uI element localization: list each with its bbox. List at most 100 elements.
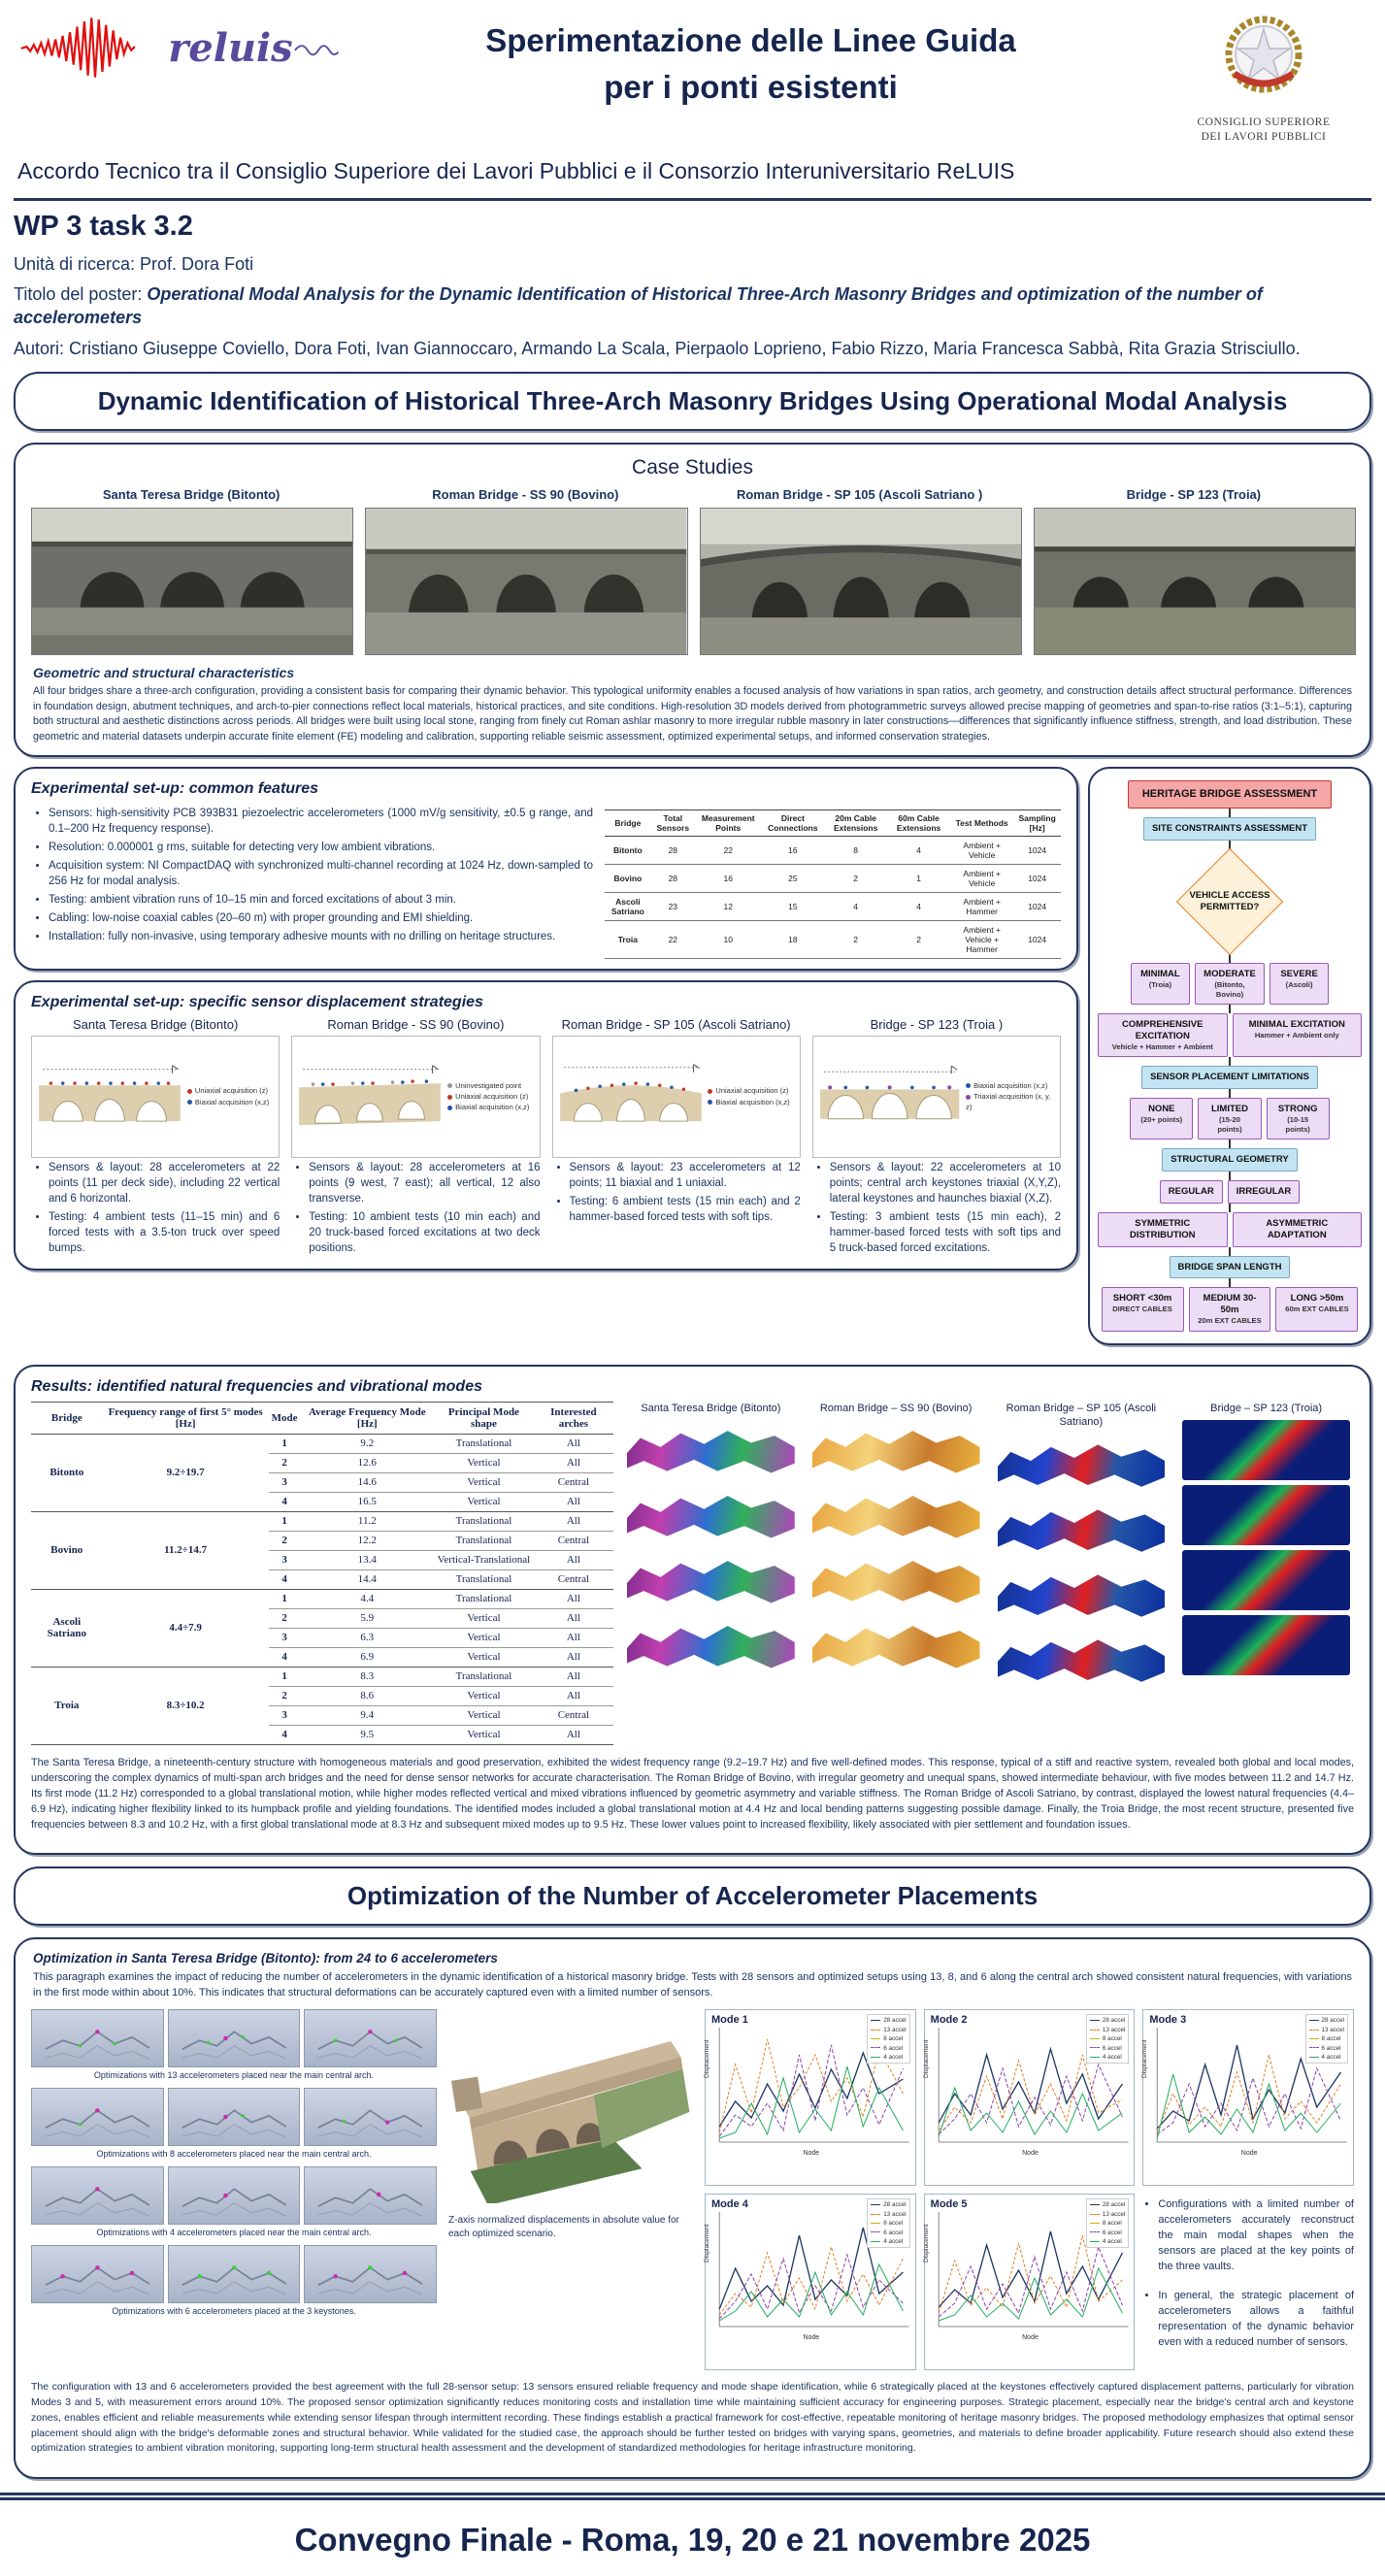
strategy-bullets: Sensors & layout: 28 accelerometers at 2… — [31, 1160, 280, 1257]
connector — [1229, 1246, 1231, 1256]
bridge-title: Roman Bridge - SS 90 (Bovino) — [432, 487, 619, 503]
cslp-emblem-icon — [1225, 16, 1303, 93]
chart-title: Mode 2 — [930, 2014, 968, 2027]
table-row: Bitonto 9.2÷19.7 1 9.2 Translational All — [31, 1434, 613, 1512]
mode-shape-thumb — [1182, 1614, 1350, 1675]
case-study-column: Bridge - SP 123 (Troia) — [1033, 487, 1356, 656]
model-figure-column: Z-axis normalized displacements in absol… — [448, 2009, 693, 2370]
thumb-caption: Optimizations with 6 accelerometers plac… — [112, 2306, 356, 2317]
strategy-column: Santa Teresa Bridge (Bitonto) Uniaxial a… — [31, 1017, 280, 1260]
table-row: Ascoli Satriano 4.4÷7.9 1 4.4 Translational A… — [31, 1589, 613, 1668]
mid-left-column: Experimental set-up: common features Sen… — [14, 766, 1078, 1355]
mode-shape-thumb — [811, 1626, 980, 1668]
mode-column-title: Santa Teresa Bridge (Bitonto) — [641, 1402, 781, 1414]
bullet-item: Sensors & layout: 28 accelerometers at 1… — [309, 1160, 540, 1206]
common-features-list: Sensors: high-sensitivity PCB 393B31 pie… — [31, 806, 593, 959]
bullet-item: Testing: 3 ambient tests (15 min each), … — [830, 1209, 1061, 1256]
optimization-thumbnails: Optimizations with 13 accelerometers pla… — [31, 2009, 438, 2370]
bridge-title: Roman Bridge - SP 105 (Ascoli Satriano ) — [736, 487, 983, 503]
chart-title: Mode 1 — [711, 2014, 748, 2027]
sensor-layout-diagram: Uninvestigated point Uniaxial acquisitio… — [291, 1035, 541, 1158]
case-studies-box: Case Studies Santa Teresa Bridge (Bitont… — [14, 443, 1371, 757]
bridge-photo — [699, 508, 1022, 656]
wireframe-thumb — [304, 2009, 438, 2068]
table-row: 4 16.5 Vertical All — [31, 1492, 613, 1512]
table-row: 4 6.9 Vertical All — [31, 1647, 613, 1668]
diagram-legend: Uninvestigated point Uniaxial acquisitio… — [447, 1080, 529, 1113]
connector — [1229, 1005, 1231, 1014]
case-study-column: Roman Bridge - SS 90 (Bovino) — [365, 487, 688, 656]
mode-column-title: Roman Bridge – SS 90 (Bovino) — [819, 1402, 973, 1414]
connector — [1229, 841, 1231, 850]
wireframe-thumb — [167, 2009, 301, 2068]
mode-shape-thumb — [627, 1496, 795, 1538]
bullet-item: Cabling: low-noise coaxial cables (20–60… — [49, 910, 593, 926]
connector — [1229, 1057, 1231, 1067]
strategies-box: Experimental set-up: specific sensor dis… — [14, 979, 1078, 1271]
bullet-item: Testing: ambient vibration runs of 10–15… — [49, 892, 593, 908]
decision-node: VEHICLE ACCESS PERMITTED? — [1157, 849, 1303, 954]
reluis-logo: reluis — [19, 10, 340, 85]
bullet-item: Testing: 10 ambient tests (10 min each) … — [309, 1209, 540, 1256]
connector — [1229, 809, 1231, 818]
table-row: 4 14.4 Translational Central — [31, 1569, 613, 1590]
flowchart-node: HERITAGE BRIDGE ASSESSMENT — [1127, 779, 1333, 809]
reluis-wordmark: reluis — [168, 24, 293, 71]
wp-task-title: WP 3 task 3.2 — [14, 210, 193, 242]
bridge-title: Bridge - SP 123 (Troia) — [1126, 487, 1262, 503]
bullet-item: Sensors & layout: 28 accelerometers at 2… — [49, 1160, 280, 1206]
authors-line: Autori: Cristiano Giuseppe Coviello, Dor… — [14, 338, 1301, 358]
flowchart-node: SYMMETRIC DISTRIBUTION — [1098, 1211, 1228, 1247]
chart-legend: 28 accel 13 accel 8 accel 6 accel 4 acce… — [1304, 2014, 1348, 2064]
mode-shapes-column: Roman Bridge – SP 105 (Ascoli Satriano) — [994, 1402, 1170, 1745]
mode-shape-thumb — [997, 1639, 1166, 1682]
bridge-elevation-icon — [295, 1059, 445, 1135]
strategy-bullets: Sensors & layout: 22 accelerometers at 1… — [812, 1160, 1061, 1257]
chart-plot — [938, 2028, 1129, 2143]
bullet-item: Configurations with a limited number of … — [1158, 2197, 1354, 2275]
bullet-item: In general, the strategic placement of a… — [1158, 2289, 1354, 2351]
research-unit: Unità di ricerca: Prof. Dora Foti — [14, 253, 254, 274]
bridge-elevation-icon — [555, 1059, 706, 1135]
bridge-photo — [1033, 508, 1356, 656]
strategies-heading: Experimental set-up: specific sensor dis… — [31, 993, 483, 1010]
bridge-elevation-icon — [35, 1059, 184, 1135]
table-row: 3 6.3 Vertical All — [31, 1628, 613, 1648]
table-row: 2 12.6 Vertical All — [31, 1453, 613, 1473]
sensor-layout-diagram: Uniaxial acquisition (z) Biaxial acquisi… — [31, 1035, 280, 1158]
table-header-row: Bridge Frequency range of first 5° modes … — [31, 1401, 613, 1435]
strategy-bullets: Sensors & layout: 28 accelerometers at 1… — [291, 1160, 540, 1257]
poster-footer: Convegno Finale - Roma, 19, 20 e 21 nove… — [0, 2492, 1385, 2576]
table-row: Bitonto 28 22 16 8 4 Ambient + Vehicle 1024 — [605, 836, 1061, 865]
results-paragraph: The Santa Teresa Bridge, a nineteenth-ce… — [31, 1756, 1354, 1832]
cslp-emblem-block: CONSIGLIO SUPERIORE DEI LAVORI PUBBLICI — [1162, 10, 1366, 145]
mode-shapes-column: Roman Bridge – SS 90 (Bovino) — [808, 1402, 984, 1745]
geo-heading: Geometric and structural characteristics — [33, 665, 295, 681]
mode-shape-thumb — [997, 1509, 1166, 1552]
bridge-elevation-icon — [815, 1059, 964, 1134]
connector — [1229, 1203, 1231, 1212]
wp-section: WP 3 task 3.2 Unità di ricerca: Prof. Do… — [14, 211, 1371, 360]
mode-shape-thumb — [1182, 1484, 1350, 1545]
diagram-legend: Uniaxial acquisition (z) Biaxial acquisi… — [708, 1085, 790, 1107]
table-row: 3 14.6 Vertical Central — [31, 1472, 613, 1493]
mode-shape-thumb — [811, 1561, 980, 1603]
mode-shape-thumb — [1182, 1419, 1350, 1480]
poster-header: reluis Sperimentazione delle Linee Guida… — [14, 0, 1371, 145]
mode-shape-thumb — [1182, 1549, 1350, 1610]
chart-plot — [1157, 2028, 1347, 2143]
footer-divider — [0, 2492, 1385, 2500]
line-chart: Mode 4 28 accel 13 accel 8 accel 6 accel… — [704, 2194, 916, 2371]
case-study-column: Roman Bridge - SP 105 (Ascoli Satriano ) — [699, 487, 1022, 656]
table-row: 2 5.9 Vertical All — [31, 1608, 613, 1629]
results-box: Results: identified natural frequencies … — [14, 1364, 1371, 1856]
chart-legend: 28 accel 13 accel 8 accel 6 accel 4 acce… — [1085, 2014, 1130, 2064]
bullet-item: Acquisition system: NI CompactDAQ with s… — [49, 858, 593, 889]
strategy-column: Roman Bridge - SS 90 (Bovino) Uninvestig… — [291, 1017, 541, 1260]
mode-shape-thumb — [811, 1496, 980, 1538]
photogrammetric-model — [448, 2009, 693, 2208]
sensor-layout-diagram: Uniaxial acquisition (z) Biaxial acquisi… — [551, 1035, 801, 1158]
case-studies-heading: Case Studies — [632, 456, 753, 479]
optimization-intro: This paragraph examines the impact of re… — [33, 1971, 1352, 1999]
poster-title-line: Titolo del poster: Operational Modal Ana… — [14, 284, 1263, 328]
